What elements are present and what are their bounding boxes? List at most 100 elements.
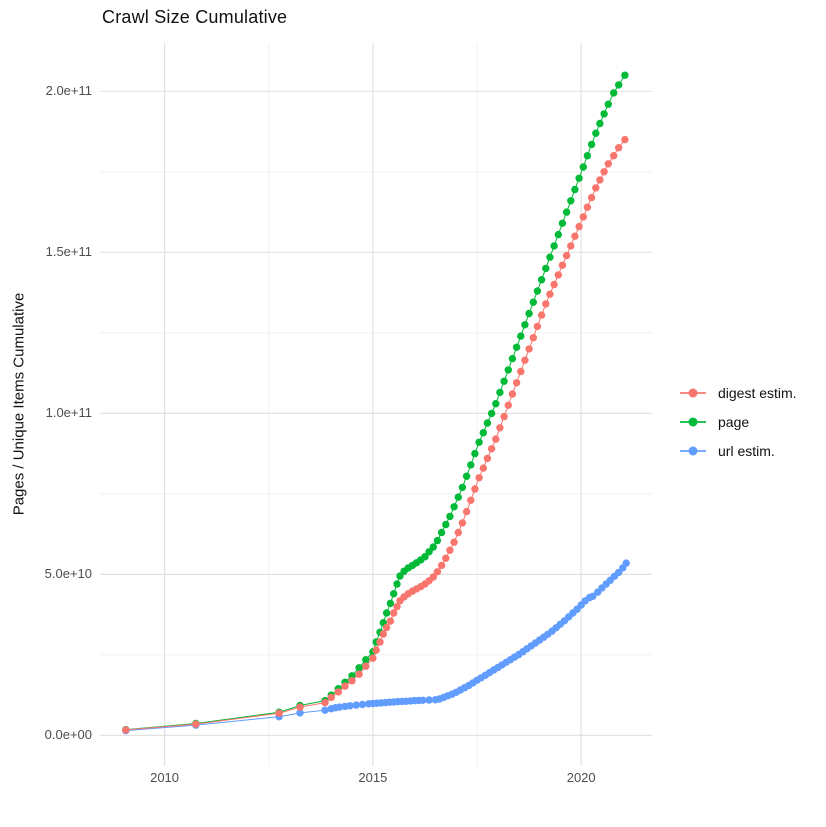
data-point [346,702,354,710]
page-key-icon [680,415,706,429]
data-point [355,670,363,678]
y-tick-label: 1.5e+11 [45,244,92,260]
data-point [335,703,344,711]
data-point [369,654,377,662]
data-point [508,390,517,398]
data-point [450,503,458,511]
data-point [122,726,130,734]
data-point [583,152,592,160]
data-point [592,184,600,192]
data-point [467,496,475,504]
data-point [504,366,512,374]
digest-estim-key-icon [680,386,706,400]
data-point [589,592,597,600]
data-point [192,720,200,728]
data-point [537,276,546,284]
data-point [352,701,360,709]
data-point [575,174,583,182]
legend-item-page: page [680,407,797,436]
data-point [496,424,504,432]
y-tick-label: 1.0e+11 [45,405,92,421]
data-point [429,573,437,581]
data-point [437,561,446,570]
legend-label: page [718,413,750,430]
data-point [487,409,496,418]
data-point [348,677,356,685]
data-point [567,197,575,205]
data-point [372,646,380,654]
data-point [571,232,579,240]
data-point [437,528,446,537]
data-point [622,559,630,567]
data-point [462,472,471,480]
data-point [454,528,462,537]
data-point [479,429,487,437]
data-point [604,100,612,108]
data-point [600,168,608,176]
data-point [567,242,575,250]
data-point [579,163,587,171]
data-point [529,334,537,342]
data-point [571,185,579,194]
data-point [500,412,508,421]
data-point [386,617,395,625]
data-point [458,519,467,527]
plot-panel [100,43,652,766]
data-point [321,698,329,707]
data-point [355,664,363,672]
data-point [529,298,537,306]
data-point [604,160,612,168]
data-point [500,377,508,385]
data-point [321,706,329,714]
data-point [592,129,600,137]
data-point [334,688,342,696]
data-point [390,590,398,598]
data-point [296,709,304,717]
data-point [554,271,562,279]
data-point [327,693,335,702]
data-point [382,623,391,632]
data-point [446,512,454,521]
data-point [525,309,533,318]
data-point [550,242,558,250]
data-point [512,343,521,351]
data-point [376,638,384,646]
data-point [429,543,437,551]
data-point [393,580,401,588]
data-point [615,144,623,152]
data-point [600,110,608,118]
data-point [558,261,567,269]
data-point [396,572,404,580]
data-point [554,230,562,239]
y-tick-label: 5.0e+10 [44,566,92,582]
data-point [442,520,450,529]
data-point [610,89,618,97]
data-point [433,536,442,545]
x-tick-label: 2020 [566,770,596,785]
data-point [393,602,401,611]
data-point [487,445,496,453]
data-point [546,290,554,298]
data-point [621,71,629,79]
data-point [458,483,467,492]
data-point [479,464,487,472]
data-point [379,630,387,638]
y-tick-label: 0.0e+00 [44,727,92,743]
data-point [533,287,542,295]
data-point [433,568,442,576]
data-point [550,280,558,289]
data-point [517,367,525,376]
data-point [450,538,458,546]
data-point [525,345,533,353]
data-point [296,703,304,711]
data-point [562,208,571,216]
data-point [596,176,604,184]
data-point [341,682,349,690]
data-point [442,554,450,562]
y-tick-label: 2.0e+11 [45,83,92,99]
data-point [533,322,542,331]
data-point [471,485,479,493]
legend-label: url estim. [718,442,775,459]
data-point [386,599,395,608]
